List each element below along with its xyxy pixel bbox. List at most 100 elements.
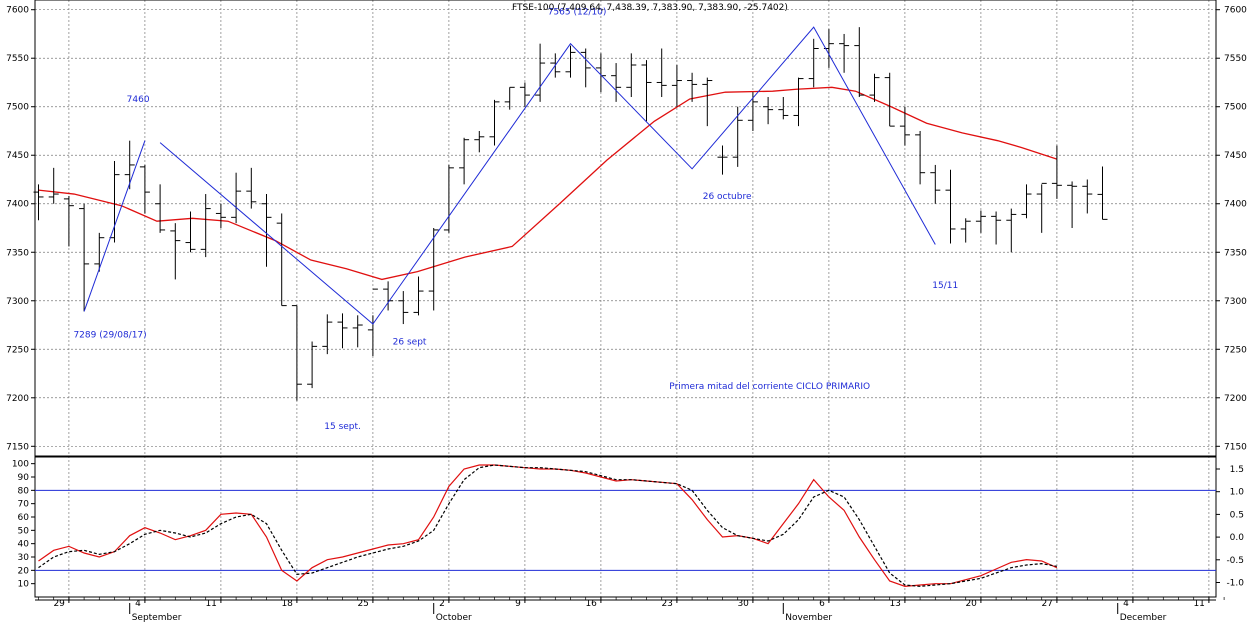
price-bar (139, 164, 150, 214)
price-bar (580, 48, 591, 88)
price-bar (565, 45, 576, 78)
price-bar (611, 63, 622, 102)
price-bar (960, 218, 971, 243)
annotation-label: 7289 (29/08/17) (73, 331, 146, 341)
osc-tick-label-right: 0.0 (1230, 533, 1245, 543)
month-label: November (785, 613, 832, 623)
x-tick-label: 25 (357, 599, 368, 609)
annotation-label: 7565 (12/10) (548, 8, 607, 18)
grid (35, 0, 1216, 597)
price-bar (1006, 208, 1017, 253)
price-bar (535, 43, 546, 102)
y-tick-label-left: 7450 (6, 151, 29, 161)
x-tick-label: 30 (737, 599, 749, 609)
price-bar (291, 305, 302, 401)
osc-tick-label-left: 50 (18, 526, 30, 536)
annotation-label: 15 sept. (324, 422, 361, 432)
price-bar (1051, 145, 1062, 199)
osc-tick-label-right: -1.0 (1226, 579, 1244, 589)
osc-tick-label-left: 70 (18, 500, 30, 510)
price-bar (1021, 184, 1032, 219)
y-tick-label-left: 7200 (6, 394, 29, 404)
price-bar (215, 203, 226, 228)
annotation-label: Primera mitad del corriente CICLO PRIMAR… (669, 382, 870, 392)
price-bar (155, 184, 166, 233)
y-tick-label-right: 7450 (1224, 151, 1247, 161)
price-bar (413, 276, 424, 316)
price-bars (33, 27, 1108, 401)
month-label: September (132, 613, 182, 623)
price-bar (626, 53, 637, 98)
price-bar (48, 167, 59, 204)
month-label: October (436, 613, 472, 623)
price-bar (504, 86, 515, 110)
price-bar (79, 203, 90, 312)
price-bar (367, 288, 378, 357)
moving-average (38, 86, 1058, 281)
price-bar (398, 291, 409, 325)
x-tick-label: 16 (585, 599, 597, 609)
price-bar (428, 228, 439, 311)
price-bar (1036, 182, 1047, 233)
y-tick-label-right: 7400 (1224, 200, 1247, 210)
price-bar (383, 281, 394, 311)
annotations: 7460 7289 (29/08/17) 15 sept. 26 sept 7565 (… (73, 0, 958, 432)
price-bar (687, 72, 698, 102)
price-bar (352, 315, 363, 348)
price-bar (641, 60, 652, 122)
x-tick-label: 11 (205, 599, 216, 609)
price-bar (839, 33, 850, 73)
x-tick-label: 4 (1123, 599, 1129, 609)
osc-tick-label-left: 100 (12, 460, 29, 470)
price-bar (915, 130, 926, 185)
annotation-label: 26 sept (393, 337, 427, 347)
price-bar (595, 53, 606, 93)
price-bar (854, 27, 865, 98)
price-bar (930, 164, 941, 204)
price-bar (808, 38, 819, 88)
y-tick-label-right: 7250 (1224, 345, 1247, 355)
y-tick-label-right: 7300 (1224, 297, 1247, 307)
price-bar (732, 106, 743, 167)
price-bar (884, 72, 895, 127)
x-tick-label: 23 (661, 599, 672, 609)
y-tick-label-right: 7500 (1224, 103, 1247, 113)
price-bar (823, 29, 834, 68)
x-tick-label: 20 (965, 599, 977, 609)
annotation-label: 7460 (127, 95, 150, 105)
y-tick-label-left: 7400 (6, 200, 29, 210)
x-tick-label: 9 (515, 599, 521, 609)
price-bar (656, 48, 667, 98)
price-bar (793, 77, 804, 127)
chart-title: FTSE-100 (7,409.64, 7,438.39, 7,383.90, … (512, 3, 788, 13)
x-tick-label: 27 (1041, 599, 1052, 609)
price-bar (763, 97, 774, 125)
price-bar (717, 145, 728, 175)
y-tick-label-right: 7350 (1224, 248, 1247, 258)
price-bar (1082, 179, 1093, 214)
oscillator (35, 464, 1216, 587)
osc-tick-label-left: 20 (18, 566, 30, 576)
price-bar (975, 210, 986, 233)
price-bar (1067, 181, 1078, 228)
x-tick-label: 13 (889, 599, 900, 609)
x-tick-label: 29 (53, 599, 65, 609)
price-bar (474, 130, 485, 153)
x-tick-label: 4 (135, 599, 141, 609)
price-bar (459, 137, 470, 185)
annotation-label: 26 octubre (703, 192, 752, 202)
x-tick-label: 6 (819, 599, 825, 609)
price-bar (702, 77, 713, 127)
price-bar (231, 172, 242, 224)
price-bar (33, 184, 44, 221)
osc-tick-label-left: 90 (18, 473, 30, 483)
zigzag-segment (159, 26, 936, 325)
oscillator-signal-line (38, 464, 1058, 587)
x-tick-label: 2 (439, 599, 445, 609)
price-bar (443, 164, 454, 233)
y-tick-label-right: 7600 (1224, 6, 1247, 16)
y-tick-label-right: 7150 (1224, 442, 1247, 452)
y-tick-label-right: 7550 (1224, 54, 1247, 64)
annotation-label: 15/11 (932, 281, 958, 291)
